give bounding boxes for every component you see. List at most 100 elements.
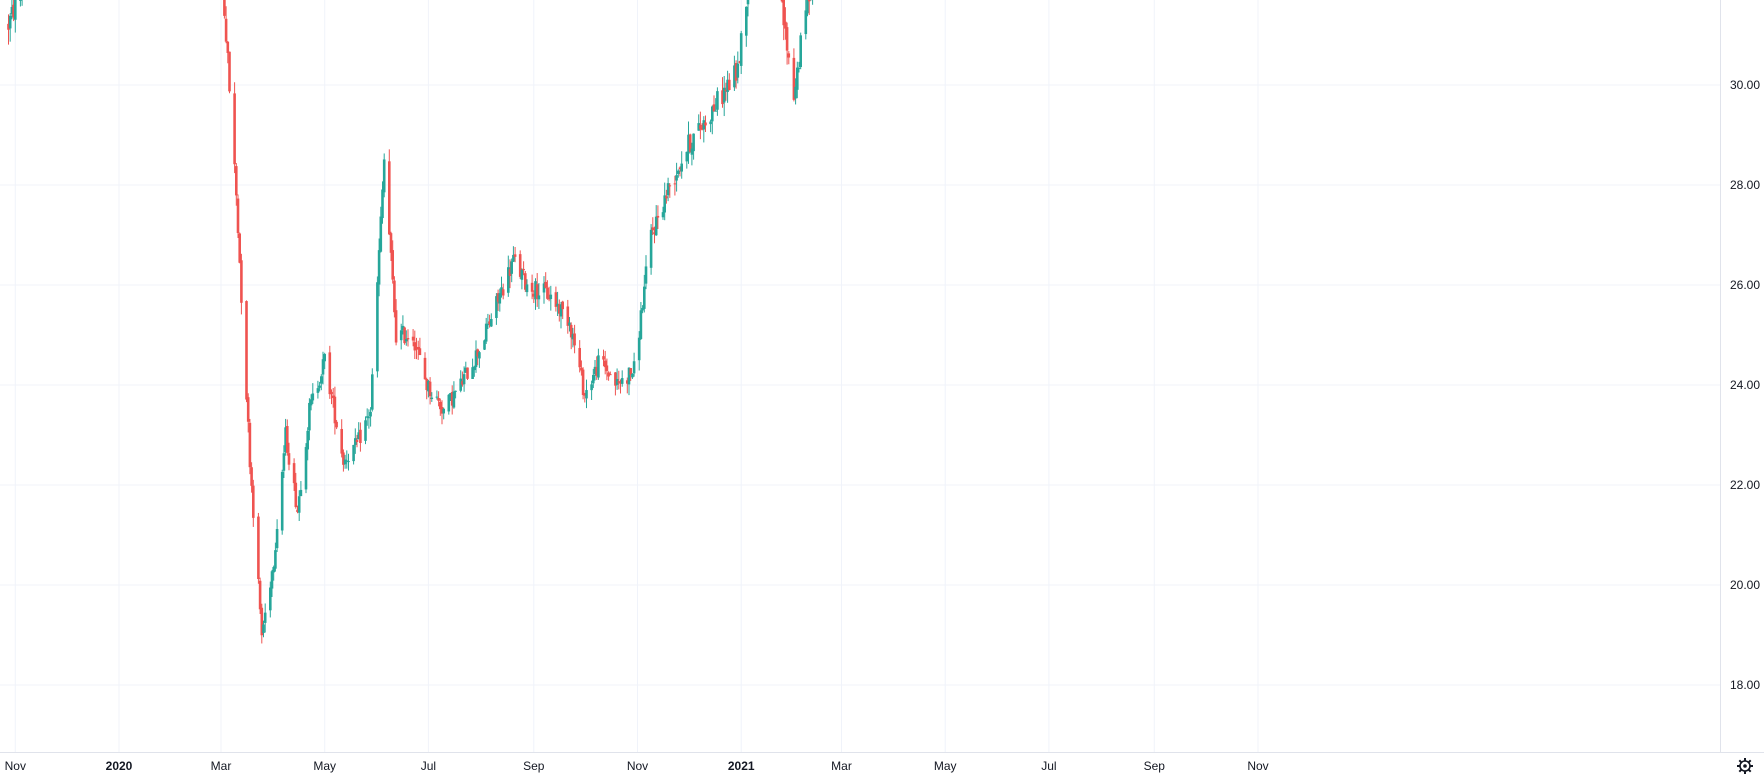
candle-body <box>746 0 750 5</box>
y-tick-label: 22.00 <box>1730 478 1760 492</box>
candle-body <box>248 422 252 468</box>
candle-body <box>280 471 284 531</box>
candle-body <box>569 324 573 338</box>
candle-body <box>602 356 605 360</box>
candle-body <box>709 121 712 125</box>
candle-body <box>561 301 564 310</box>
candle-body <box>371 374 374 410</box>
candle-body <box>275 529 279 549</box>
candle-body <box>328 352 332 395</box>
candle-body <box>250 467 253 486</box>
candle-body <box>308 402 311 431</box>
candle-body <box>224 18 228 42</box>
candle-body <box>733 65 736 88</box>
candle-body <box>498 293 502 304</box>
candle-body <box>437 398 440 401</box>
candle-body <box>559 304 563 317</box>
candle-body <box>665 196 668 199</box>
settings-icon[interactable] <box>1737 758 1753 774</box>
candle-body <box>711 106 714 122</box>
candle-body <box>252 485 255 518</box>
candle-body <box>357 432 360 440</box>
candle-body <box>508 269 512 276</box>
candle-body <box>532 293 536 297</box>
candle-body <box>542 283 546 293</box>
y-tick-label: 24.00 <box>1730 378 1760 392</box>
x-tick-label: Jul <box>1041 759 1056 773</box>
candle-body <box>558 304 561 314</box>
x-tick-label: Sep <box>1144 759 1166 773</box>
candle-body <box>534 281 537 300</box>
candle-body <box>235 166 238 196</box>
candle-body <box>568 322 571 326</box>
candle-body <box>306 430 309 450</box>
candle-body <box>403 327 406 344</box>
candle-body <box>702 120 706 130</box>
candle-body <box>226 41 230 53</box>
candle-body <box>522 268 525 271</box>
candle-body <box>292 463 296 484</box>
candle-body <box>556 303 559 307</box>
candle-body <box>299 489 303 497</box>
candle-body <box>447 394 451 412</box>
candle-body <box>413 342 417 351</box>
x-tick-label: May <box>934 759 957 773</box>
candle-body <box>739 33 743 66</box>
candle-body <box>240 260 243 303</box>
candle-body <box>245 301 248 400</box>
candle-body <box>626 380 629 384</box>
candle-body <box>780 0 784 2</box>
candle-body <box>726 79 729 92</box>
candle-body <box>318 385 321 388</box>
candle-body <box>389 233 393 253</box>
candle-body <box>537 295 541 300</box>
candle-body <box>745 6 748 36</box>
candle-body <box>343 459 347 465</box>
candle-body <box>524 273 527 290</box>
candle-body <box>228 51 231 92</box>
candle-body <box>620 378 624 384</box>
candle-body <box>428 381 432 397</box>
candle-body <box>547 298 551 300</box>
candle-body <box>799 35 802 68</box>
candle-body <box>593 366 597 375</box>
candle-body <box>418 348 422 356</box>
candle-body <box>525 284 529 293</box>
candle-body <box>549 294 553 300</box>
candle-body <box>510 261 513 274</box>
candle-body <box>496 293 500 302</box>
candle-body <box>632 361 636 374</box>
candle-body <box>784 21 787 29</box>
candle-body <box>546 287 549 299</box>
candle-body <box>296 509 299 513</box>
candle-body <box>804 10 808 35</box>
candle-body <box>688 134 692 152</box>
candle-body <box>364 420 367 441</box>
candle-body <box>734 63 738 81</box>
candle-body <box>442 408 445 414</box>
candle-body <box>728 79 731 90</box>
candle-body <box>637 337 641 361</box>
candle-body <box>12 4 15 18</box>
candle-body <box>530 282 534 292</box>
candle-body <box>382 159 386 193</box>
candle-body <box>639 310 643 339</box>
candle-body <box>578 347 581 368</box>
candle-body <box>486 324 490 326</box>
candle-body <box>627 367 631 385</box>
candle-body <box>571 334 575 340</box>
candle-body <box>609 374 612 376</box>
candle-body <box>335 421 338 428</box>
candle-body <box>654 216 658 236</box>
candle-body <box>554 292 558 307</box>
x-tick-label: Mar <box>211 759 232 773</box>
candle-body <box>399 330 403 341</box>
x-tick-label: 2020 <box>106 759 133 773</box>
candle-body <box>518 254 522 277</box>
candle-body <box>619 381 622 384</box>
candle-body <box>736 63 740 78</box>
candle-body <box>260 607 264 636</box>
candle-body <box>722 87 726 103</box>
